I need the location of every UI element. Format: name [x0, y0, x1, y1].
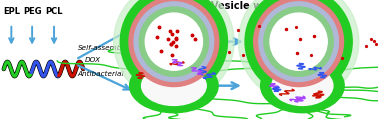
Ellipse shape	[272, 66, 333, 105]
Ellipse shape	[120, 0, 228, 95]
Ellipse shape	[145, 13, 203, 70]
Ellipse shape	[270, 13, 327, 70]
Ellipse shape	[130, 59, 218, 113]
Ellipse shape	[254, 0, 344, 87]
Ellipse shape	[129, 0, 219, 87]
Ellipse shape	[245, 0, 352, 95]
Text: PEG: PEG	[23, 7, 42, 16]
Ellipse shape	[239, 0, 359, 102]
Text: peptide Vesicle with DOX: peptide Vesicle with DOX	[165, 1, 304, 11]
Text: PCL: PCL	[45, 7, 63, 16]
Text: Self-assemble: Self-assemble	[77, 45, 129, 51]
Ellipse shape	[139, 7, 209, 76]
Ellipse shape	[264, 7, 333, 76]
Ellipse shape	[141, 66, 206, 105]
Text: EPL: EPL	[3, 7, 20, 16]
Ellipse shape	[114, 0, 234, 102]
Text: Antibacterial: Antibacterial	[77, 71, 124, 77]
Text: DOX: DOX	[85, 57, 101, 62]
Ellipse shape	[259, 2, 338, 81]
Ellipse shape	[261, 59, 344, 113]
Ellipse shape	[134, 2, 214, 81]
